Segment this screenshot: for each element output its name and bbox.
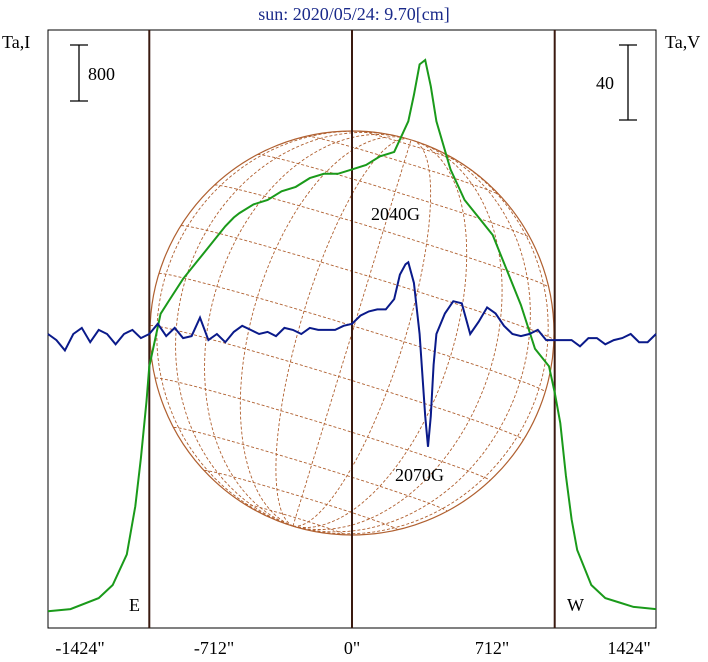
- x-tick-label: 0": [344, 638, 360, 658]
- right-scale-bar: [619, 44, 637, 121]
- limb-east-label: E: [129, 595, 140, 615]
- longitude-line: [292, 140, 432, 527]
- vertical-lines: [148, 30, 556, 628]
- longitude-line: [156, 130, 382, 527]
- chart-title: sun: 2020/05/24: 9.70[cm]: [258, 4, 450, 24]
- left-scale-bar: [70, 44, 88, 102]
- latitude-line: [257, 154, 531, 239]
- latitude-line: [359, 130, 459, 162]
- polarization-curve: [47, 260, 657, 447]
- longitude-line: [292, 145, 531, 533]
- x-tick-label: 712": [475, 638, 509, 658]
- longitude-line: [239, 136, 407, 527]
- x-tick-label: -712": [194, 638, 234, 658]
- x-tick-label: -1424": [55, 638, 104, 658]
- left-axis-label: Ta,I: [2, 32, 30, 52]
- left-scale-label: 800: [88, 64, 115, 84]
- right-scale-label: 40: [596, 73, 614, 93]
- right-axis-label: Ta,V: [665, 32, 700, 52]
- longitude-line: [175, 131, 394, 527]
- latitude-line: [214, 184, 549, 288]
- solar-disk-grid: [149, 130, 555, 536]
- intensity-curve: [47, 58, 657, 613]
- longitude-line: [292, 141, 503, 530]
- x-tick-label: 1424": [607, 638, 650, 658]
- longitude-line: [204, 134, 405, 527]
- longitude-line: [292, 139, 412, 527]
- annotation-2070g: 2070G: [395, 465, 444, 485]
- latitude-line: [158, 273, 546, 393]
- x-axis-ticks: -1424" -712" 0" 712" 1424": [55, 638, 650, 658]
- longitude-line: [292, 140, 468, 528]
- limb-west-label: W: [567, 595, 584, 615]
- longitude-line: [292, 150, 549, 535]
- annotation-2040g: 2040G: [371, 204, 420, 224]
- latitude-line: [180, 225, 555, 341]
